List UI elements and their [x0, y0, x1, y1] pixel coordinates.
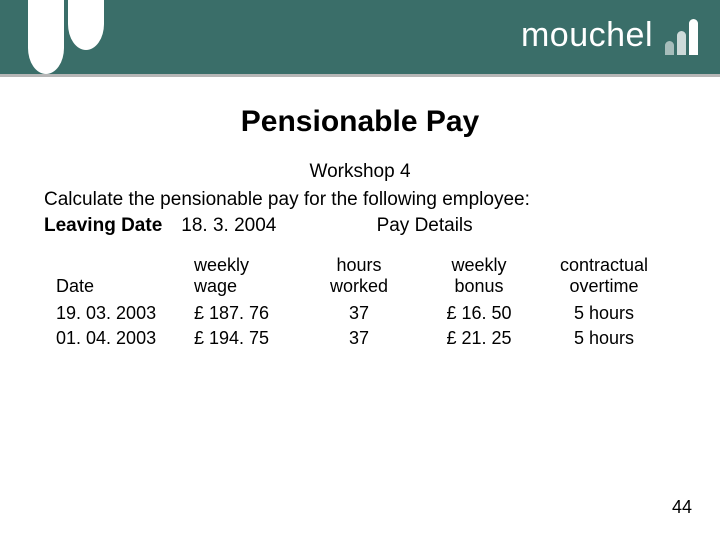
table-cell: £ 194. 75: [194, 328, 304, 349]
col-header-date: Date: [44, 255, 194, 299]
table-cell: £ 187. 76: [194, 303, 304, 324]
leaving-line: Leaving Date 18. 3. 2004 Pay Details: [44, 215, 676, 237]
brand-name: mouchel: [521, 16, 653, 55]
page-title: Pensionable Pay: [44, 105, 676, 139]
col-header-hours: hours worked: [304, 255, 414, 299]
logo-shape-left: [28, 0, 118, 74]
header-bar: mouchel: [0, 0, 720, 74]
table-cell: 5 hours: [544, 328, 664, 349]
table-cell: 37: [304, 328, 414, 349]
leaving-date-label: Leaving Date: [44, 215, 176, 237]
col-header-bonus: weekly bonus: [414, 255, 544, 299]
table-cell: 5 hours: [544, 303, 664, 324]
table-cell: 19. 03. 2003: [44, 303, 194, 324]
instruction-text: Calculate the pensionable pay for the fo…: [44, 189, 676, 211]
table-cell: 01. 04. 2003: [44, 328, 194, 349]
table-cell: £ 21. 25: [414, 328, 544, 349]
slide-content: Pensionable Pay Workshop 4 Calculate the…: [0, 77, 720, 349]
col-header-overtime: contractual overtime: [544, 255, 664, 299]
col-header-wage: weekly wage: [194, 255, 304, 299]
workshop-label: Workshop 4: [44, 161, 676, 183]
table-cell: 37: [304, 303, 414, 324]
leaving-date-value: 18. 3. 2004: [181, 215, 331, 237]
page-number: 44: [672, 497, 692, 518]
pay-table: Date weekly wage hours worked weekly bon…: [44, 255, 676, 349]
table-cell: £ 16. 50: [414, 303, 544, 324]
pay-details-label: Pay Details: [377, 215, 473, 237]
bars-icon: [665, 17, 698, 55]
brand: mouchel: [521, 16, 698, 55]
